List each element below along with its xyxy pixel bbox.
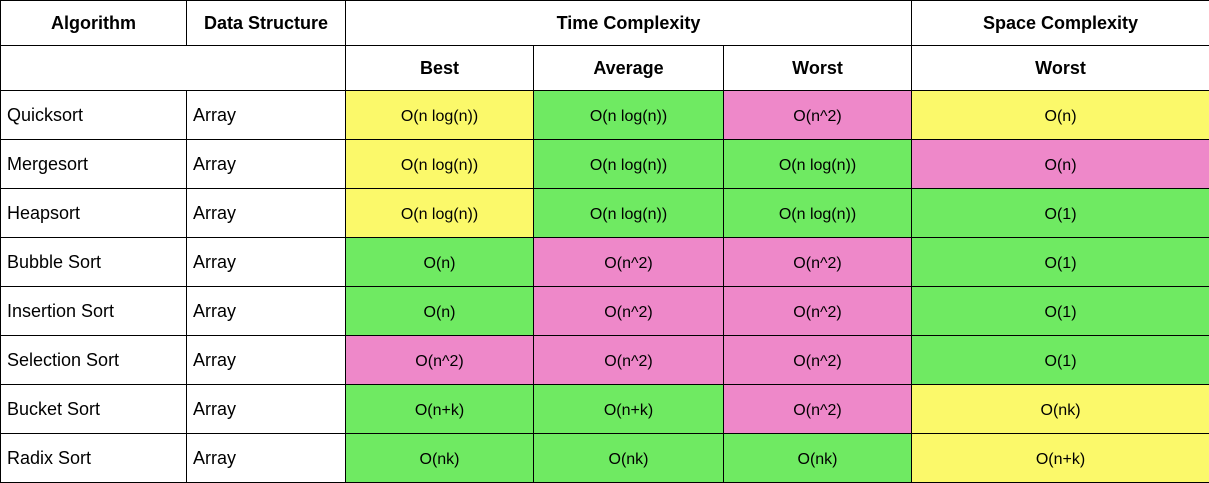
complexity-cell: O(n+k) [346, 385, 534, 434]
complexity-cell: O(n log(n)) [724, 140, 912, 189]
complexity-cell: O(n) [912, 140, 1209, 189]
complexity-cell: O(n) [346, 238, 534, 287]
structure-cell: Array [187, 238, 346, 287]
complexity-cell: O(n^2) [724, 238, 912, 287]
subheader-row: Best Average Worst Worst [1, 46, 1209, 91]
complexity-cell: O(n) [912, 91, 1209, 140]
complexity-cell: O(nk) [534, 434, 724, 483]
complexity-cell: O(n^2) [346, 336, 534, 385]
algorithm-cell: Bucket Sort [1, 385, 187, 434]
complexity-cell: O(n log(n)) [534, 91, 724, 140]
complexity-cell: O(1) [912, 189, 1209, 238]
algorithm-cell: Quicksort [1, 91, 187, 140]
complexity-cell: O(n^2) [724, 287, 912, 336]
algorithm-cell: Selection Sort [1, 336, 187, 385]
header-row: Algorithm Data Structure Time Complexity… [1, 1, 1209, 46]
complexity-cell: O(n^2) [724, 91, 912, 140]
header-cell: Space Complexity [912, 1, 1209, 46]
subheader-cell: Best [346, 46, 534, 91]
complexity-cell: O(n log(n)) [346, 140, 534, 189]
empty-cell [1, 46, 346, 91]
subheader-cell: Average [534, 46, 724, 91]
complexity-cell: O(n+k) [534, 385, 724, 434]
complexity-cell: O(n^2) [534, 336, 724, 385]
complexity-cell: O(1) [912, 238, 1209, 287]
page-body: Algorithm Data Structure Time Complexity… [0, 0, 1209, 458]
complexity-cell: O(n log(n)) [346, 189, 534, 238]
complexity-cell: O(nk) [912, 385, 1209, 434]
complexity-cell: O(1) [912, 287, 1209, 336]
complexity-cell: O(1) [912, 336, 1209, 385]
structure-cell: Array [187, 434, 346, 483]
algorithm-cell: Mergesort [1, 140, 187, 189]
header-cell: Algorithm [1, 1, 187, 46]
structure-cell: Array [187, 287, 346, 336]
complexity-cell: O(n log(n)) [534, 140, 724, 189]
subheader-cell: Worst [912, 46, 1209, 91]
structure-cell: Array [187, 91, 346, 140]
page: {"table": { "header": ["Algorithm", "Dat… [0, 0, 1209, 458]
structure-cell: Array [187, 140, 346, 189]
algorithm-cell: Bubble Sort [1, 238, 187, 287]
subheader-cell: Worst [724, 46, 912, 91]
complexity-cell: O(n^2) [534, 238, 724, 287]
complexity-cell: O(n log(n)) [724, 189, 912, 238]
header-cell: Data Structure [187, 1, 346, 46]
structure-cell: Array [187, 189, 346, 238]
complexity-cell: O(n) [346, 287, 534, 336]
complexity-cell: O(n^2) [724, 336, 912, 385]
complexity-cell: O(n^2) [534, 287, 724, 336]
complexity-cell: O(n log(n)) [346, 91, 534, 140]
algorithm-cell: Radix Sort [1, 434, 187, 483]
algorithm-cell: Insertion Sort [1, 287, 187, 336]
complexity-cell: O(n log(n)) [534, 189, 724, 238]
complexity-cell: O(nk) [346, 434, 534, 483]
header-cell: Time Complexity [346, 1, 912, 46]
structure-cell: Array [187, 336, 346, 385]
complexity-cell: O(n+k) [912, 434, 1209, 483]
algorithm-cell: Heapsort [1, 189, 187, 238]
structure-cell: Array [187, 385, 346, 434]
complexity-cell: O(n^2) [724, 385, 912, 434]
complexity-cell: O(nk) [724, 434, 912, 483]
